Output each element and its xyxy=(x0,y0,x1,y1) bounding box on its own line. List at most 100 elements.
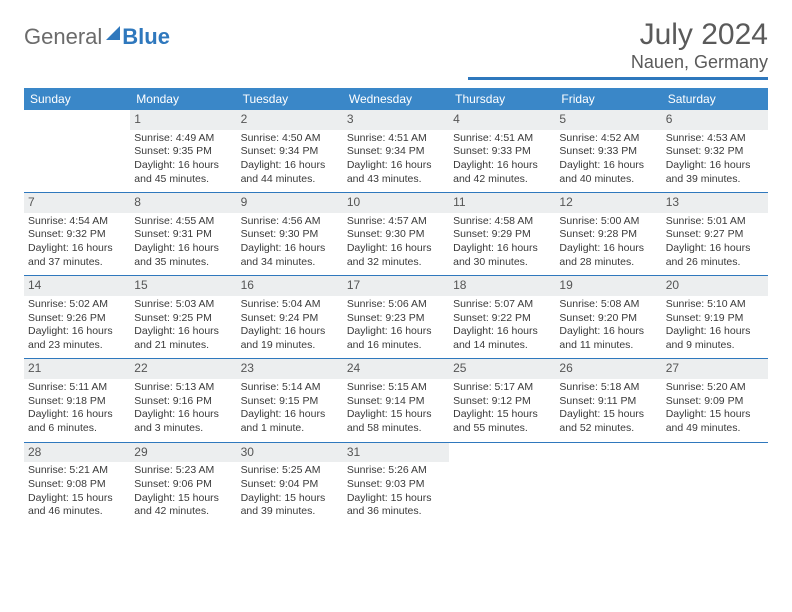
sunset-line: Sunset: 9:08 PM xyxy=(28,478,126,492)
calendar-week-row: 28Sunrise: 5:21 AMSunset: 9:08 PM Dayligh… xyxy=(24,442,768,525)
calendar-day-cell: 30Sunrise: 5:25 AMSunset: 9:04 PMDayligh… xyxy=(237,442,343,525)
day-number: 9 xyxy=(237,193,343,213)
calendar-day-cell: 18Sunrise: 5:07 AMSunset: 9:22 PMDayligh… xyxy=(449,276,555,359)
daylight-line: Daylight: 15 hours and 55 minutes. xyxy=(453,408,551,435)
calendar-day-cell: 12Sunrise: 5:00 AMSunset: 9:28 PMDayligh… xyxy=(555,193,661,276)
day-number: 28 xyxy=(24,443,130,463)
day-number: 26 xyxy=(555,359,661,379)
calendar-day-cell: 17Sunrise: 5:06 AMSunset: 9:23 PMDayligh… xyxy=(343,276,449,359)
daylight-line: Daylight: 16 hours and 16 minutes. xyxy=(347,325,445,352)
sunrise-line: Sunrise: 4:55 AM xyxy=(134,215,232,229)
calendar-day-cell: 21Sunrise: 5:11 AMSunset: 9:18 PMDayligh… xyxy=(24,359,130,442)
sunrise-line: Sunrise: 4:51 AM xyxy=(347,132,445,146)
sunset-line: Sunset: 9:03 PM xyxy=(347,478,445,492)
calendar-empty-cell xyxy=(449,442,555,525)
daylight-line: Daylight: 15 hours and 52 minutes. xyxy=(559,408,657,435)
daylight-line: Daylight: 16 hours and 43 minutes. xyxy=(347,159,445,186)
daylight-line: Daylight: 15 hours and 42 minutes. xyxy=(134,492,232,519)
sunrise-line: Sunrise: 5:08 AM xyxy=(559,298,657,312)
month-year-title: July 2024 xyxy=(468,18,768,52)
daylight-line: Daylight: 15 hours and 39 minutes. xyxy=(241,492,339,519)
calendar-day-cell: 31Sunrise: 5:26 AMSunset: 9:03 PMDayligh… xyxy=(343,442,449,525)
weekday-header: Sunday xyxy=(24,88,130,110)
sunset-line: Sunset: 9:06 PM xyxy=(134,478,232,492)
sunrise-line: Sunrise: 5:21 AM xyxy=(28,464,126,478)
sunrise-line: Sunrise: 4:57 AM xyxy=(347,215,445,229)
sunset-line: Sunset: 9:09 PM xyxy=(666,395,764,409)
sunset-line: Sunset: 9:33 PM xyxy=(559,145,657,159)
sunrise-line: Sunrise: 5:01 AM xyxy=(666,215,764,229)
sunrise-line: Sunrise: 4:56 AM xyxy=(241,215,339,229)
sunrise-line: Sunrise: 4:58 AM xyxy=(453,215,551,229)
sunrise-line: Sunrise: 5:20 AM xyxy=(666,381,764,395)
calendar-day-cell: 15 Sunrise: 5:03 AMSunset: 9:25 PMDayligh… xyxy=(130,276,236,359)
daylight-line: Daylight: 16 hours and 3 minutes. xyxy=(134,408,232,435)
daylight-line: Daylight: 16 hours and 14 minutes. xyxy=(453,325,551,352)
day-number: 10 xyxy=(343,193,449,213)
sunset-line: Sunset: 9:33 PM xyxy=(453,145,551,159)
sunset-line: Sunset: 9:18 PM xyxy=(28,395,126,409)
calendar-empty-cell xyxy=(662,442,768,525)
sunset-line: Sunset: 9:11 PM xyxy=(559,395,657,409)
calendar-day-cell: 14Sunrise: 5:02 AMSunset: 9:26 PMDayligh… xyxy=(24,276,130,359)
daylight-line: Daylight: 16 hours and 19 minutes. xyxy=(241,325,339,352)
sunset-line: Sunset: 9:32 PM xyxy=(28,228,126,242)
daylight-line: Daylight: 15 hours and 58 minutes. xyxy=(347,408,445,435)
calendar-empty-cell xyxy=(24,110,130,193)
sunrise-line: Sunrise: 5:25 AM xyxy=(241,464,339,478)
sunrise-line: Sunrise: 4:51 AM xyxy=(453,132,551,146)
day-number: 21 xyxy=(24,359,130,379)
daylight-line: Daylight: 15 hours and 49 minutes. xyxy=(666,408,764,435)
sunrise-line: Sunrise: 5:06 AM xyxy=(347,298,445,312)
daylight-line: Daylight: 16 hours and 35 minutes. xyxy=(134,242,232,269)
calendar-day-cell: 25Sunrise: 5:17 AMSunset: 9:12 PMDayligh… xyxy=(449,359,555,442)
calendar-day-cell: 9Sunrise: 4:56 AMSunset: 9:30 PMDaylight… xyxy=(237,193,343,276)
sunset-line: Sunset: 9:34 PM xyxy=(241,145,339,159)
sunrise-line: Sunrise: 5:15 AM xyxy=(347,381,445,395)
sunset-line: Sunset: 9:12 PM xyxy=(453,395,551,409)
daylight-line: Daylight: 15 hours and 36 minutes. xyxy=(347,492,445,519)
sunrise-line: Sunrise: 5:00 AM xyxy=(559,215,657,229)
day-number: 16 xyxy=(237,276,343,296)
calendar-day-cell: 2Sunrise: 4:50 AMSunset: 9:34 PMDaylight… xyxy=(237,110,343,193)
day-number: 1 xyxy=(130,110,236,130)
daylight-line: Daylight: 16 hours and 40 minutes. xyxy=(559,159,657,186)
sunset-line: Sunset: 9:35 PM xyxy=(134,145,232,159)
calendar-week-row: 1Sunrise: 4:49 AMSunset: 9:35 PMDaylight… xyxy=(24,110,768,193)
sunrise-line: Sunrise: 4:50 AM xyxy=(241,132,339,146)
calendar-week-row: 14Sunrise: 5:02 AMSunset: 9:26 PMDayligh… xyxy=(24,276,768,359)
weekday-header: Monday xyxy=(130,88,236,110)
day-number: 31 xyxy=(343,443,449,463)
calendar-day-cell: 19Sunrise: 5:08 AMSunset: 9:20 PMDayligh… xyxy=(555,276,661,359)
calendar-header-row: SundayMondayTuesdayWednesdayThursdayFrid… xyxy=(24,88,768,110)
calendar-day-cell: 23Sunrise: 5:14 AMSunset: 9:15 PMDayligh… xyxy=(237,359,343,442)
sunrise-line: Sunrise: 4:53 AM xyxy=(666,132,764,146)
logo: General Blue xyxy=(24,18,170,50)
day-number: 23 xyxy=(237,359,343,379)
sunset-line: Sunset: 9:22 PM xyxy=(453,312,551,326)
daylight-line: Daylight: 16 hours and 23 minutes. xyxy=(28,325,126,352)
location-subtitle: Nauen, Germany xyxy=(468,52,768,80)
sunrise-line: Sunrise: 5:10 AM xyxy=(666,298,764,312)
daylight-line: Daylight: 16 hours and 30 minutes. xyxy=(453,242,551,269)
sunset-line: Sunset: 9:31 PM xyxy=(134,228,232,242)
sunrise-line: Sunrise: 5:23 AM xyxy=(134,464,232,478)
day-number: 5 xyxy=(555,110,661,130)
day-number: 6 xyxy=(662,110,768,130)
daylight-line: Daylight: 16 hours and 45 minutes. xyxy=(134,159,232,186)
daylight-line: Daylight: 16 hours and 21 minutes. xyxy=(134,325,232,352)
sunrise-line: Sunrise: 5:26 AM xyxy=(347,464,445,478)
calendar-day-cell: 6Sunrise: 4:53 AMSunset: 9:32 PMDaylight… xyxy=(662,110,768,193)
sunset-line: Sunset: 9:27 PM xyxy=(666,228,764,242)
logo-text-general: General xyxy=(24,24,102,50)
sunset-line: Sunset: 9:24 PM xyxy=(241,312,339,326)
daylight-line: Daylight: 16 hours and 34 minutes. xyxy=(241,242,339,269)
calendar-day-cell: 22Sunrise: 5:13 AMSunset: 9:16 PMDayligh… xyxy=(130,359,236,442)
sunset-line: Sunset: 9:25 PM xyxy=(134,312,232,326)
sunrise-line: Sunrise: 5:04 AM xyxy=(241,298,339,312)
calendar-table: SundayMondayTuesdayWednesdayThursdayFrid… xyxy=(24,88,768,525)
sunrise-line: Sunrise: 5:03 AM xyxy=(134,298,232,312)
day-number: 3 xyxy=(343,110,449,130)
weekday-header: Friday xyxy=(555,88,661,110)
day-number: 15 xyxy=(130,276,236,296)
